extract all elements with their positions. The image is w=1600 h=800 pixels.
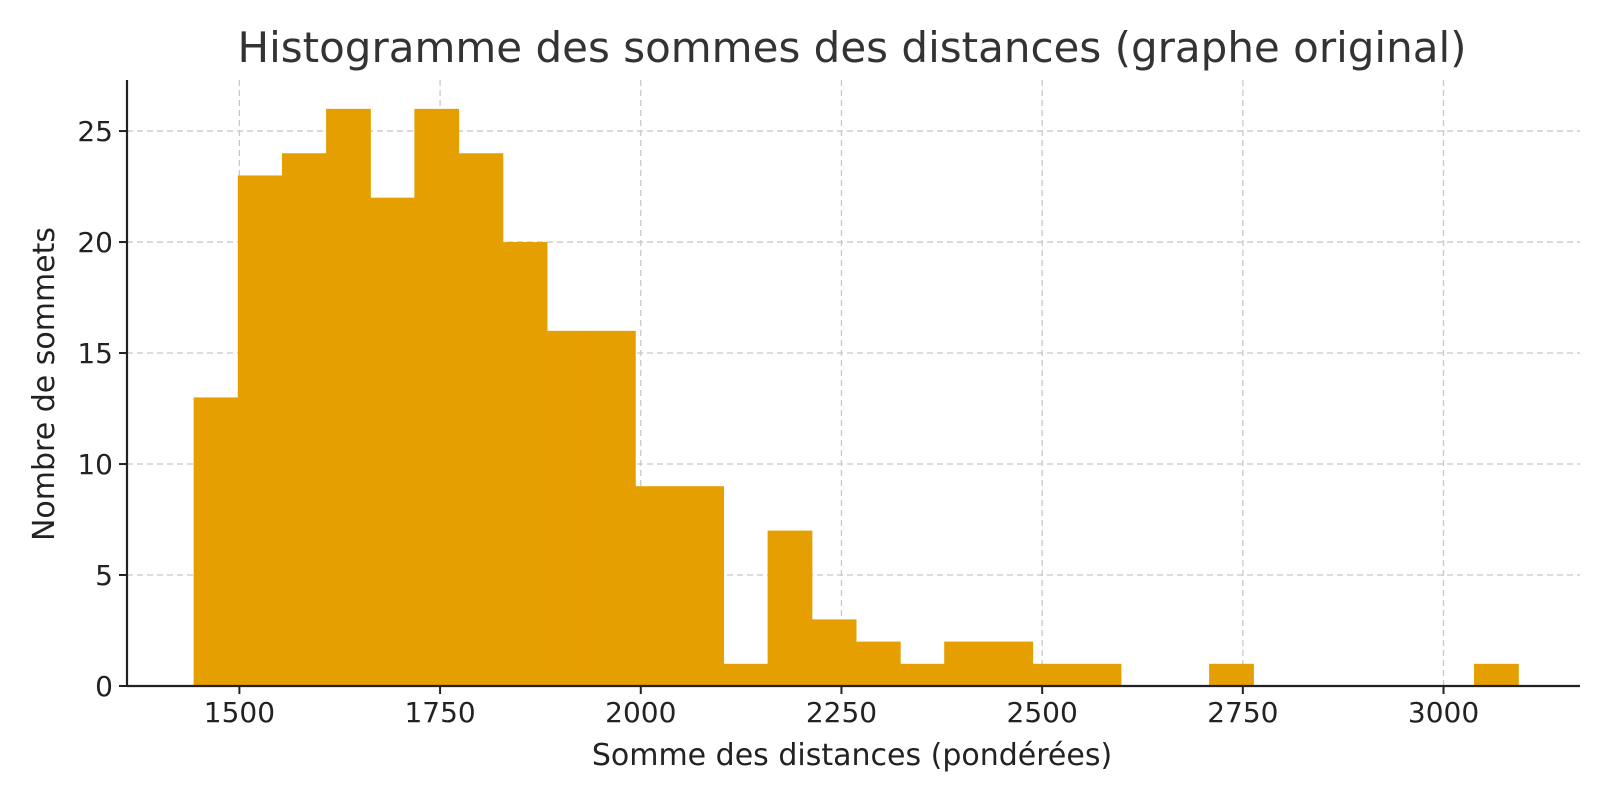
x-axis-label: Somme des distances (pondérées): [592, 738, 1112, 773]
histogram-bar-1: [237, 175, 283, 686]
bars: [193, 108, 1519, 687]
y-tick-label-0: 0: [95, 670, 113, 703]
histogram-bar-11: [679, 486, 725, 686]
y-axis-label: Nombre de sommets: [27, 227, 62, 541]
x-tick-label-1: 1750: [404, 696, 475, 729]
histogram-bar-19: [1032, 663, 1078, 686]
histogram-bar-0: [193, 397, 239, 686]
histogram-bar-20: [1076, 663, 1122, 686]
y-tick-label-4: 20: [77, 226, 113, 259]
y-tick-label-1: 5: [95, 559, 113, 592]
histogram-bar-29: [1474, 663, 1519, 686]
x-tick-label-3: 2250: [806, 696, 877, 729]
histogram-bar-14: [811, 619, 857, 686]
histogram-bar-17: [944, 641, 989, 686]
y-tick-label-5: 25: [77, 115, 113, 148]
histogram-bar-16: [900, 663, 945, 686]
x-tick-label-4: 2500: [1007, 696, 1078, 729]
histogram-bar-2: [281, 153, 327, 686]
x-ticks: 1500 1750 2000 2250 2500 2750 3000: [204, 686, 1479, 729]
histogram-bar-8: [546, 330, 592, 686]
histogram-bar-12: [723, 663, 769, 686]
y-tick-label-3: 15: [77, 337, 113, 370]
x-tick-label-5: 2750: [1207, 696, 1278, 729]
axes: [125, 80, 1580, 688]
y-ticks: 0 5 10 15 20 25: [77, 115, 127, 703]
x-tick-label-6: 3000: [1408, 696, 1479, 729]
chart-title: Histogramme des sommes des distances (gr…: [237, 23, 1466, 72]
x-tick-label-2: 2000: [605, 696, 676, 729]
histogram-bar-9: [590, 330, 636, 686]
y-tick-label-2: 10: [77, 448, 113, 481]
histogram-bar-6: [458, 153, 504, 686]
histogram-bar-15: [855, 641, 901, 686]
histogram-bar-5: [414, 108, 460, 687]
histogram-bar-7: [502, 242, 548, 687]
histogram-bar-10: [635, 486, 680, 686]
histogram-bar-18: [988, 641, 1034, 686]
x-tick-label-0: 1500: [204, 696, 275, 729]
histogram-bar-13: [767, 530, 813, 686]
histogram-bar-4: [370, 197, 415, 686]
histogram-bar-3: [326, 108, 371, 687]
histogram-bar-23: [1209, 663, 1254, 686]
